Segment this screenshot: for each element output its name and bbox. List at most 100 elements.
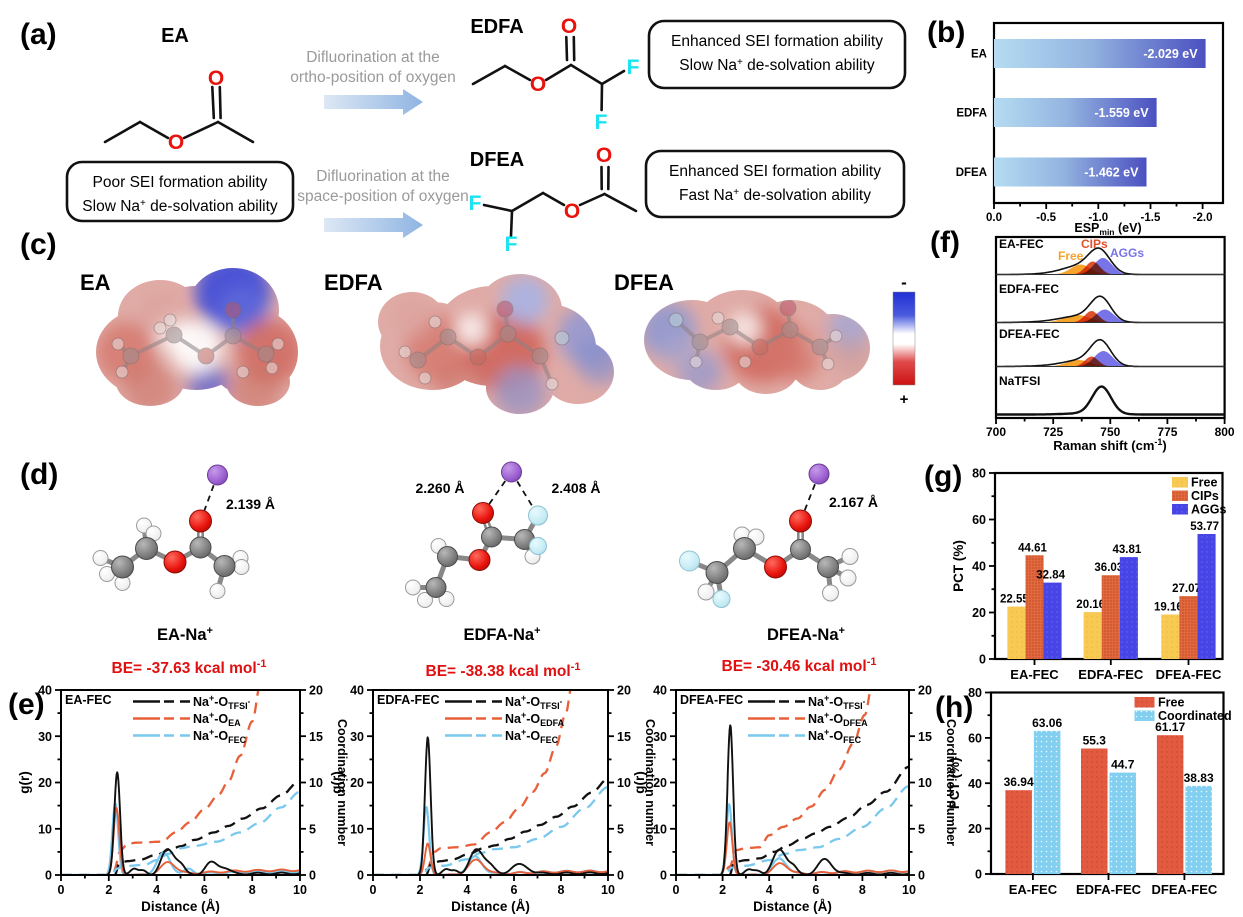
- svg-text:15: 15: [309, 730, 323, 744]
- svg-text:Coordination number: Coordination number: [335, 719, 349, 846]
- svg-text:BE= -37.63 kcal mol-1: BE= -37.63 kcal mol-1: [112, 658, 267, 677]
- svg-text:DFEA-Na+: DFEA-Na+: [767, 625, 845, 644]
- svg-text:O: O: [561, 15, 577, 38]
- svg-text:8: 8: [558, 883, 565, 897]
- svg-text:61.17: 61.17: [1155, 720, 1185, 734]
- svg-text:40: 40: [350, 684, 364, 698]
- svg-text:EA-FEC: EA-FEC: [1010, 667, 1059, 682]
- svg-text:0: 0: [975, 868, 982, 882]
- svg-text:Free: Free: [1058, 249, 1084, 263]
- svg-text:O: O: [564, 200, 580, 223]
- svg-text:-1.0: -1.0: [1088, 212, 1108, 224]
- svg-text:5: 5: [309, 822, 316, 836]
- svg-text:Distance (Å): Distance (Å): [141, 899, 220, 914]
- svg-text:space-position of oxygen: space-position of oxygen: [297, 188, 468, 205]
- svg-text:Distance (Å): Distance (Å): [451, 899, 530, 914]
- svg-text:(f): (f): [930, 226, 960, 259]
- svg-text:g(r): g(r): [329, 771, 344, 794]
- svg-text:2: 2: [417, 883, 424, 897]
- svg-text:0: 0: [58, 883, 65, 897]
- svg-text:EDFA: EDFA: [470, 16, 523, 38]
- svg-text:700: 700: [986, 425, 1006, 439]
- svg-text:5: 5: [918, 822, 925, 836]
- svg-text:2.139 Å: 2.139 Å: [226, 496, 275, 512]
- svg-text:EDFA-FEC: EDFA-FEC: [1076, 882, 1142, 897]
- svg-text:6: 6: [511, 883, 518, 897]
- svg-text:DFEA-FEC: DFEA-FEC: [1156, 667, 1222, 682]
- svg-text:-1.5: -1.5: [1141, 212, 1161, 224]
- svg-text:60: 60: [968, 731, 982, 745]
- svg-text:0: 0: [370, 883, 377, 897]
- svg-text:0: 0: [617, 869, 624, 883]
- svg-text:8: 8: [859, 883, 866, 897]
- svg-text:Coordinated: Coordinated: [1158, 709, 1232, 723]
- svg-text:ESPmin (eV): ESPmin (eV): [1074, 221, 1141, 237]
- svg-text:5: 5: [617, 822, 624, 836]
- svg-text:22.55: 22.55: [1000, 594, 1029, 606]
- svg-text:O: O: [208, 67, 224, 90]
- svg-text:43.81: 43.81: [1113, 544, 1142, 556]
- svg-text:EA-Na+: EA-Na+: [157, 625, 213, 644]
- svg-text:20: 20: [968, 822, 982, 836]
- svg-text:30: 30: [38, 730, 52, 744]
- svg-text:725: 725: [1043, 425, 1063, 439]
- svg-text:38.83: 38.83: [1184, 771, 1214, 785]
- svg-text:800: 800: [1215, 425, 1235, 439]
- svg-text:Slow Na+ de-solvation ability: Slow Na+ de-solvation ability: [82, 198, 278, 215]
- svg-text:0: 0: [918, 869, 925, 883]
- svg-text:0: 0: [357, 869, 364, 883]
- svg-text:10: 10: [918, 776, 932, 790]
- svg-text:20: 20: [918, 684, 932, 698]
- svg-text:15: 15: [617, 730, 631, 744]
- svg-text:(b): (b): [927, 16, 965, 49]
- svg-text:20.16: 20.16: [1076, 599, 1105, 611]
- svg-text:6: 6: [812, 883, 819, 897]
- svg-text:EDFA-FEC: EDFA-FEC: [999, 282, 1059, 296]
- svg-text:Coordination number: Coordination number: [944, 719, 958, 846]
- svg-text:32.84: 32.84: [1036, 570, 1065, 582]
- svg-text:0.0: 0.0: [986, 212, 1002, 224]
- svg-text:20: 20: [653, 776, 667, 790]
- svg-text:4: 4: [153, 883, 160, 897]
- svg-text:40: 40: [653, 684, 667, 698]
- svg-text:2.260 Å: 2.260 Å: [415, 480, 464, 496]
- svg-text:Free: Free: [1191, 476, 1217, 490]
- svg-text:44.61: 44.61: [1018, 542, 1047, 554]
- svg-text:10: 10: [617, 776, 631, 790]
- svg-text:F: F: [505, 233, 518, 256]
- svg-text:Distance (Å): Distance (Å): [753, 899, 832, 914]
- svg-text:(c): (c): [20, 228, 57, 261]
- svg-text:DFEA-FEC: DFEA-FEC: [1152, 882, 1218, 897]
- svg-text:10: 10: [653, 822, 667, 836]
- svg-text:EDFA-FEC: EDFA-FEC: [377, 693, 440, 707]
- svg-text:EA: EA: [80, 270, 111, 295]
- svg-text:DFEA: DFEA: [956, 167, 987, 179]
- svg-text:Difluorination at the: Difluorination at the: [306, 49, 440, 66]
- svg-text:F: F: [595, 111, 608, 134]
- svg-text:19.16: 19.16: [1154, 601, 1183, 613]
- svg-text:(h): (h): [935, 691, 973, 724]
- svg-text:BE= -38.38 kcal mol-1: BE= -38.38 kcal mol-1: [426, 661, 581, 680]
- svg-text:80: 80: [972, 467, 986, 481]
- svg-text:DFEA-FEC: DFEA-FEC: [999, 327, 1060, 341]
- svg-text:10: 10: [293, 883, 307, 897]
- svg-text:53.77: 53.77: [1190, 521, 1219, 533]
- svg-text:Enhanced SEI formation ability: Enhanced SEI formation ability: [669, 163, 881, 180]
- svg-text:4: 4: [766, 883, 773, 897]
- svg-text:Slow Na+ de-solvation ability: Slow Na+ de-solvation ability: [679, 57, 875, 74]
- svg-text:EA-FEC: EA-FEC: [65, 693, 112, 707]
- svg-text:g(r): g(r): [17, 771, 32, 794]
- svg-text:EA: EA: [971, 49, 987, 61]
- svg-text:775: 775: [1157, 425, 1177, 439]
- svg-text:63.06: 63.06: [1032, 716, 1062, 730]
- svg-text:-: -: [901, 273, 907, 292]
- svg-text:55.3: 55.3: [1083, 734, 1107, 748]
- svg-text:6: 6: [201, 883, 208, 897]
- svg-text:EA-FEC: EA-FEC: [1009, 882, 1058, 897]
- svg-text:g(r): g(r): [632, 771, 647, 794]
- svg-text:PCT (%): PCT (%): [947, 757, 962, 809]
- svg-text:Free: Free: [1158, 696, 1184, 710]
- svg-text:30: 30: [350, 730, 364, 744]
- svg-text:8: 8: [249, 883, 256, 897]
- svg-text:2.408 Å: 2.408 Å: [551, 480, 600, 496]
